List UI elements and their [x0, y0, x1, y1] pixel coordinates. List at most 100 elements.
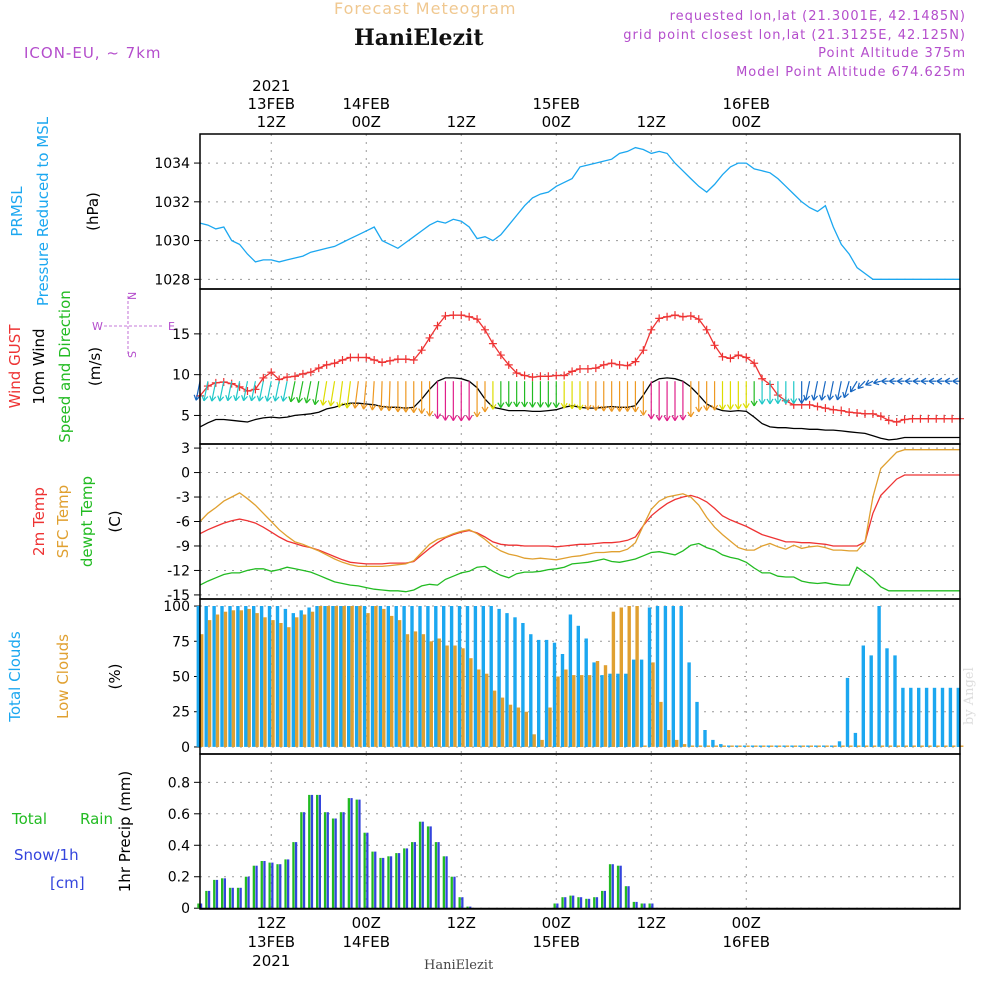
gust-point [568, 367, 577, 376]
clouds-bar [600, 675, 604, 747]
time-tick-bottom-day: 15FEB [533, 933, 580, 951]
clouds-bar [255, 613, 259, 747]
clouds-bar [742, 745, 747, 747]
gust-point [528, 373, 537, 382]
precip-bar [287, 859, 290, 909]
clouds-bar [932, 687, 937, 747]
clouds-bar [877, 606, 881, 747]
precip-bar [587, 898, 591, 909]
wind-barb [241, 381, 249, 402]
wind-barb-head [826, 394, 834, 401]
precip-bar [442, 856, 445, 909]
wind-barb [718, 381, 727, 411]
precip-bar [632, 901, 635, 909]
wind-barb-head [369, 404, 377, 411]
wind-barb-head [576, 404, 584, 411]
wind-barb-shaft [219, 381, 225, 402]
time-tick-bottom-hour: 12Z [257, 914, 286, 932]
wind-barb-head [798, 398, 806, 404]
precip-bar [635, 901, 638, 909]
clouds-bar [572, 675, 576, 747]
gust-point [544, 372, 553, 381]
gust-point [504, 360, 513, 369]
clouds-bar [437, 638, 441, 747]
precip-bar [199, 903, 203, 909]
time-year-bottom: 2021 [252, 952, 290, 970]
wind-barb [758, 381, 766, 405]
precip-bar [608, 864, 612, 909]
clouds-bar [611, 611, 616, 747]
gust-point [655, 314, 664, 323]
gust-point [932, 414, 941, 423]
wind-barb-head [441, 415, 449, 421]
clouds-bar [200, 634, 204, 747]
clouds-bar [426, 606, 430, 747]
clouds-bar [481, 606, 485, 747]
precip-bar [213, 879, 216, 909]
precip-bar [255, 865, 258, 909]
precip-bar [651, 903, 654, 909]
wind-barb [544, 381, 552, 408]
time-tick-top-hour: 12Z [637, 113, 666, 131]
clouds-ytick-label: 100 [163, 599, 190, 615]
clouds-bar [584, 638, 588, 747]
gust-point [607, 359, 616, 368]
precip-bar [561, 897, 564, 909]
clouds-bar [853, 732, 858, 747]
clouds-bar [449, 606, 454, 747]
time-tick-top-day: 15FEB [533, 95, 580, 113]
wind-barb-head [303, 397, 311, 404]
gust-point [449, 311, 458, 320]
clouds-bar [492, 690, 497, 747]
clouds-bar [940, 687, 945, 747]
precip-bar [300, 812, 303, 909]
clouds-bar [323, 606, 327, 747]
gust-point [322, 360, 331, 369]
clouds-bar [861, 645, 865, 747]
clouds-bar [920, 745, 924, 747]
wind-barb [521, 381, 529, 408]
wind-barb [256, 381, 264, 402]
gust-point [583, 364, 592, 373]
station-name: HaniElezit [354, 25, 484, 51]
gust-point [837, 406, 846, 415]
clouds-bar [485, 673, 489, 747]
clouds-bar [616, 673, 620, 747]
wind-barb [671, 381, 679, 422]
wind-barb-shaft [297, 381, 304, 403]
clouds-bar [405, 634, 410, 747]
wind-barb-head [944, 377, 951, 385]
precip-bar [302, 812, 306, 909]
precip-bar [601, 890, 604, 909]
gust-point [496, 351, 505, 360]
wind-barb-head [842, 391, 850, 399]
precip-bar [453, 876, 456, 909]
clouds-bar [801, 745, 806, 747]
clouds-bar [679, 606, 683, 747]
clouds-bar [928, 745, 932, 747]
clouds-bar [675, 739, 679, 747]
wind-barb-shaft [371, 381, 375, 411]
clouds-bar [366, 613, 370, 747]
wind-barb-head [695, 406, 703, 413]
clouds-bar [252, 606, 256, 747]
clouds-bar [239, 610, 243, 747]
wind-barb-head [544, 401, 552, 408]
wind-barb [344, 381, 352, 409]
gust-point [481, 325, 489, 334]
wind-barb-head [734, 404, 742, 410]
wind-barb-shaft [843, 381, 850, 398]
wind-barb [505, 381, 513, 408]
clouds-bar [896, 745, 901, 747]
precip-bar [585, 898, 588, 909]
wind-barb-head [703, 405, 711, 411]
wind-barb-shaft [857, 380, 866, 389]
precip-bar [426, 826, 430, 909]
clouds-bar [500, 697, 505, 747]
clouds-bar [809, 745, 813, 747]
clouds-bar [362, 606, 367, 747]
precip-bar [379, 857, 382, 909]
wind-barb-head [952, 377, 959, 385]
wind-barb-head [758, 398, 766, 405]
wind-barb-head [803, 394, 811, 401]
